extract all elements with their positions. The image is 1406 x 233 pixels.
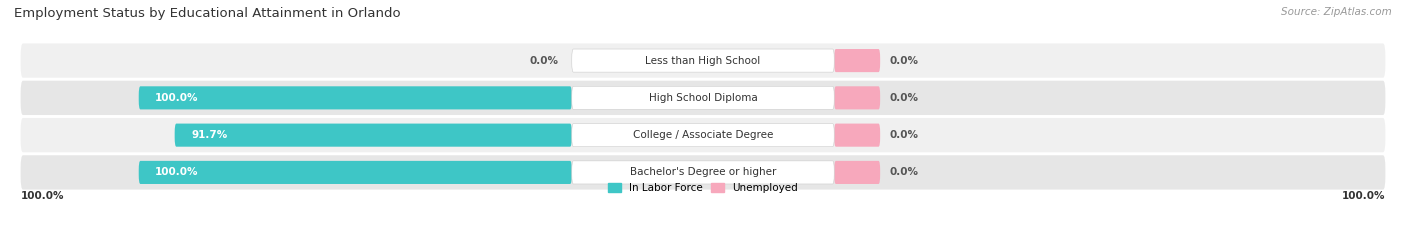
FancyBboxPatch shape — [139, 161, 572, 184]
Text: 0.0%: 0.0% — [890, 56, 920, 65]
FancyBboxPatch shape — [174, 123, 572, 147]
FancyBboxPatch shape — [834, 161, 880, 184]
FancyBboxPatch shape — [572, 123, 834, 147]
Text: Less than High School: Less than High School — [645, 56, 761, 65]
Text: 100.0%: 100.0% — [155, 168, 198, 177]
Text: 0.0%: 0.0% — [890, 93, 920, 103]
FancyBboxPatch shape — [21, 43, 1385, 78]
Text: 100.0%: 100.0% — [155, 93, 198, 103]
Text: Employment Status by Educational Attainment in Orlando: Employment Status by Educational Attainm… — [14, 7, 401, 20]
Text: Bachelor's Degree or higher: Bachelor's Degree or higher — [630, 168, 776, 177]
FancyBboxPatch shape — [834, 86, 880, 110]
FancyBboxPatch shape — [572, 161, 834, 184]
Text: Source: ZipAtlas.com: Source: ZipAtlas.com — [1281, 7, 1392, 17]
Text: 0.0%: 0.0% — [890, 168, 920, 177]
FancyBboxPatch shape — [21, 155, 1385, 190]
Legend: In Labor Force, Unemployed: In Labor Force, Unemployed — [609, 183, 797, 193]
FancyBboxPatch shape — [572, 49, 834, 72]
Text: 91.7%: 91.7% — [191, 130, 228, 140]
Text: High School Diploma: High School Diploma — [648, 93, 758, 103]
Text: 0.0%: 0.0% — [530, 56, 558, 65]
Text: 100.0%: 100.0% — [21, 191, 65, 201]
Text: College / Associate Degree: College / Associate Degree — [633, 130, 773, 140]
FancyBboxPatch shape — [834, 123, 880, 147]
FancyBboxPatch shape — [834, 49, 880, 72]
Text: 0.0%: 0.0% — [890, 130, 920, 140]
FancyBboxPatch shape — [21, 81, 1385, 115]
Text: 100.0%: 100.0% — [1341, 191, 1385, 201]
FancyBboxPatch shape — [572, 86, 834, 110]
FancyBboxPatch shape — [139, 86, 572, 110]
FancyBboxPatch shape — [21, 118, 1385, 152]
